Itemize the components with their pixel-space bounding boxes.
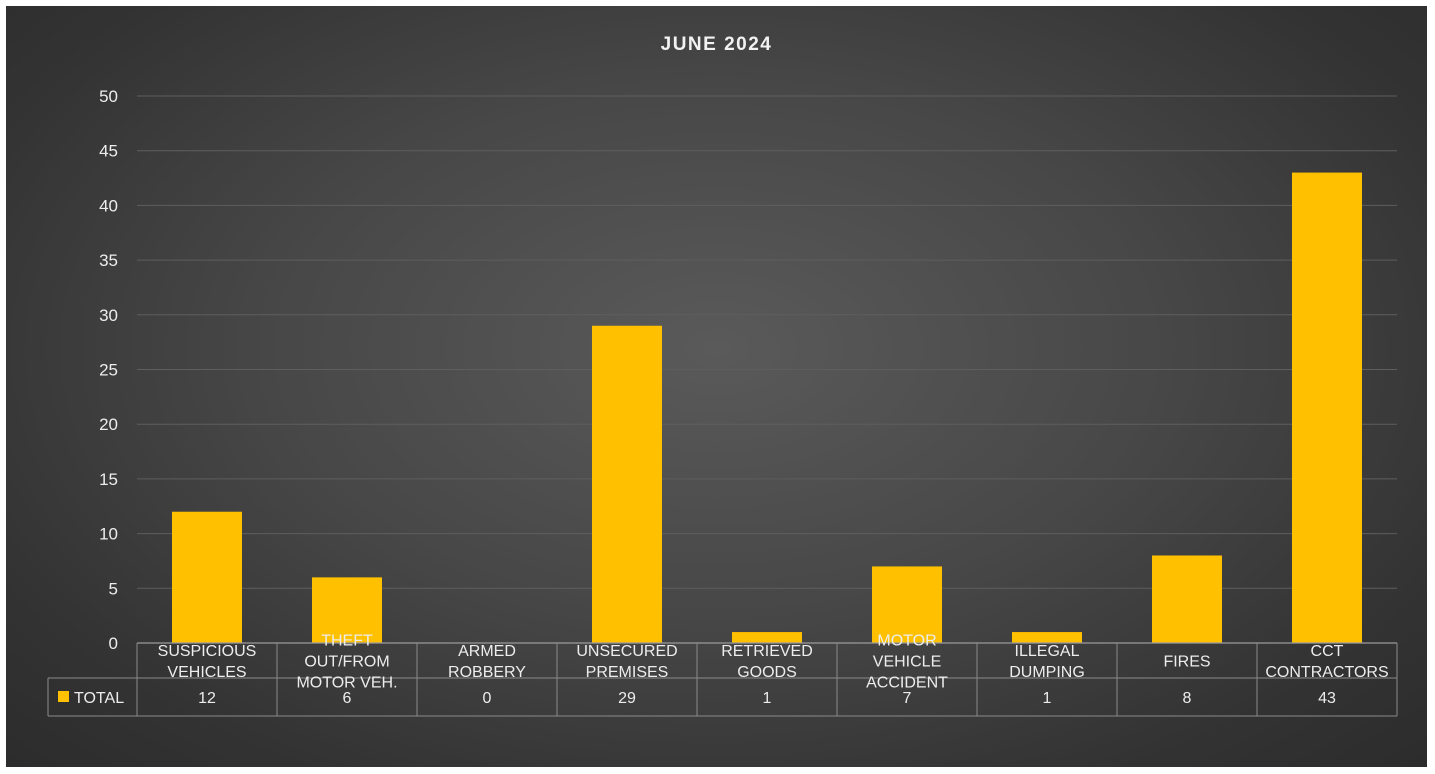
data-value: 7 bbox=[903, 690, 912, 707]
bar bbox=[172, 511, 242, 643]
gridlines bbox=[137, 95, 1397, 589]
legend-swatch bbox=[58, 691, 69, 702]
y-tick-label: 30 bbox=[99, 306, 118, 325]
data-value: 0 bbox=[483, 690, 492, 707]
bar bbox=[1012, 632, 1082, 643]
bars bbox=[172, 172, 1362, 643]
category-label: ARMED ROBBERY bbox=[448, 643, 526, 681]
category-label: UNSECURED PREMISES bbox=[576, 643, 677, 681]
y-tick-label: 20 bbox=[99, 415, 118, 434]
chart-frame: JUNE 2024 0 5 10 15 20 25 30 35 40 45 50 SUSPICIOU… bbox=[6, 6, 1427, 767]
category-label: CCT CONTRACTORS bbox=[1265, 643, 1388, 681]
data-value: 43 bbox=[1318, 690, 1336, 707]
bar bbox=[592, 325, 662, 643]
data-value: 8 bbox=[1183, 690, 1192, 707]
category-label: SUSPICIOUS VEHICLES bbox=[158, 643, 257, 681]
legend-label: TOTAL bbox=[74, 690, 124, 707]
y-axis: 0 5 10 15 20 25 30 35 40 45 50 bbox=[99, 87, 118, 653]
y-tick-label: 35 bbox=[99, 251, 118, 270]
category-label: THEFT OUT/FROM MOTOR VEH. bbox=[296, 633, 397, 692]
bar bbox=[872, 566, 942, 643]
y-tick-label: 25 bbox=[99, 361, 118, 380]
y-tick-label: 5 bbox=[109, 579, 118, 598]
y-tick-label: 50 bbox=[99, 87, 118, 106]
y-tick-label: 10 bbox=[99, 525, 118, 544]
chart-title: JUNE 2024 bbox=[660, 34, 773, 55]
y-tick-label: 45 bbox=[99, 142, 118, 161]
data-value: 12 bbox=[198, 690, 216, 707]
category-label: MOTOR VEHICLE ACCIDENT bbox=[866, 633, 948, 692]
category-label: FIRES bbox=[1163, 654, 1210, 671]
bar bbox=[1292, 172, 1362, 643]
bar bbox=[312, 577, 382, 643]
y-tick-label: 40 bbox=[99, 196, 118, 215]
bar bbox=[1152, 555, 1222, 643]
y-tick-label: 0 bbox=[109, 634, 118, 653]
data-value: 1 bbox=[1043, 690, 1052, 707]
data-value: 29 bbox=[618, 690, 636, 707]
data-table: SUSPICIOUS VEHICLES THEFT OUT/FROM MOTOR VEH… bbox=[47, 633, 1398, 717]
bar bbox=[732, 632, 802, 643]
y-tick-label: 15 bbox=[99, 470, 118, 489]
data-value: 6 bbox=[343, 690, 352, 707]
category-label: RETRIEVED GOODS bbox=[721, 643, 813, 681]
data-value: 1 bbox=[763, 690, 772, 707]
category-label: ILLEGAL DUMPING bbox=[1009, 643, 1085, 681]
